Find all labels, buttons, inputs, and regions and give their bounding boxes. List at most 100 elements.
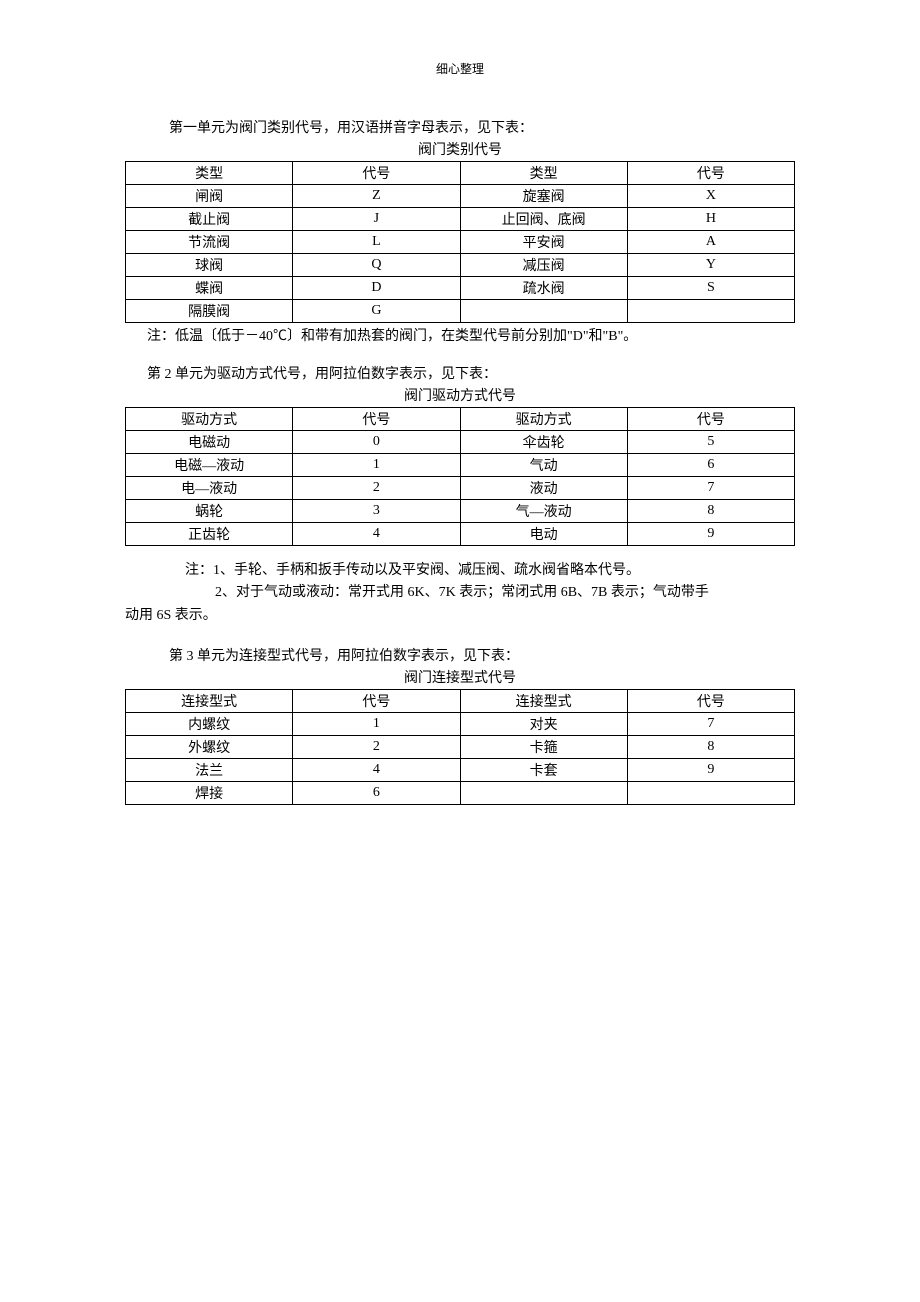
table-cell: Z [293,185,460,208]
table-header-cell: 代号 [627,690,794,713]
table-row: 电—液动 2 液动 7 [126,477,795,500]
document-header: 细心整理 [125,60,795,77]
table-cell: 法兰 [126,759,293,782]
table-row: 法兰 4 卡套 9 [126,759,795,782]
table-cell: H [627,208,794,231]
table-cell: 电磁动 [126,431,293,454]
table-cell: 球阀 [126,254,293,277]
section1-intro: 第一单元为阀门类别代号，用汉语拼音字母表示，见下表： [169,117,795,137]
table-cell [460,300,627,323]
table-cell: 气动 [460,454,627,477]
table-drive-modes: 驱动方式 代号 驱动方式 代号 电磁动 0 伞齿轮 5 电磁—液动 1 气动 6… [125,407,795,546]
table-cell: G [293,300,460,323]
table-cell: 正齿轮 [126,523,293,546]
table-cell: 疏水阀 [460,277,627,300]
table-cell: 6 [293,782,460,805]
table-cell: 9 [627,523,794,546]
table-cell: 平安阀 [460,231,627,254]
section1-table-title: 阀门类别代号 [125,139,795,159]
table-cell: 电—液动 [126,477,293,500]
table-row: 焊接 6 [126,782,795,805]
table-row: 闸阀 Z 旋塞阀 X [126,185,795,208]
table-row: 电磁动 0 伞齿轮 5 [126,431,795,454]
table-cell: X [627,185,794,208]
table-cell: 蝶阀 [126,277,293,300]
section2-note: 注：1、手轮、手柄和扳手传动以及平安阀、减压阀、疏水阀省略本代号。 2、对于气动… [125,560,795,627]
table-row: 正齿轮 4 电动 9 [126,523,795,546]
table-header-cell: 类型 [126,162,293,185]
table-cell: 4 [293,759,460,782]
table-cell: 1 [293,713,460,736]
table-cell: 蜗轮 [126,500,293,523]
table-cell: 对夹 [460,713,627,736]
table-cell: 4 [293,523,460,546]
table-cell: 止回阀、底阀 [460,208,627,231]
note-line: 动用 6S 表示。 [125,605,795,627]
table-cell: 卡套 [460,759,627,782]
table-cell: 5 [627,431,794,454]
table-row: 蝶阀 D 疏水阀 S [126,277,795,300]
table-cell: 2 [293,477,460,500]
table-row: 内螺纹 1 对夹 7 [126,713,795,736]
table-cell: 7 [627,477,794,500]
table-cell: 隔膜阀 [126,300,293,323]
table-cell: 2 [293,736,460,759]
table-cell: S [627,277,794,300]
section3-intro: 第 3 单元为连接型式代号，用阿拉伯数字表示，见下表： [169,645,795,665]
table-row: 驱动方式 代号 驱动方式 代号 [126,408,795,431]
table-valve-types: 类型 代号 类型 代号 闸阀 Z 旋塞阀 X 截止阀 J 止回阀、底阀 H 节流… [125,161,795,323]
table-header-cell: 驱动方式 [460,408,627,431]
table-header-cell: 类型 [460,162,627,185]
section2-intro: 第 2 单元为驱动方式代号，用阿拉伯数字表示，见下表： [147,363,795,383]
table-cell: 节流阀 [126,231,293,254]
section3-table-title: 阀门连接型式代号 [125,667,795,687]
table-row: 外螺纹 2 卡箍 8 [126,736,795,759]
table-cell [627,782,794,805]
table-cell [460,782,627,805]
table-cell: 6 [627,454,794,477]
section2-table-title: 阀门驱动方式代号 [125,385,795,405]
table-row: 截止阀 J 止回阀、底阀 H [126,208,795,231]
table-header-cell: 代号 [293,162,460,185]
table-cell: 气—液动 [460,500,627,523]
table-cell: 内螺纹 [126,713,293,736]
table-cell [627,300,794,323]
table-cell: 9 [627,759,794,782]
table-cell: 焊接 [126,782,293,805]
table-cell: Y [627,254,794,277]
table-cell: A [627,231,794,254]
table-row: 蜗轮 3 气—液动 8 [126,500,795,523]
table-header-cell: 连接型式 [460,690,627,713]
table-row: 类型 代号 类型 代号 [126,162,795,185]
table-row: 节流阀 L 平安阀 A [126,231,795,254]
table-cell: D [293,277,460,300]
table-header-cell: 驱动方式 [126,408,293,431]
table-row: 连接型式 代号 连接型式 代号 [126,690,795,713]
table-cell: 外螺纹 [126,736,293,759]
document-page: 细心整理 第一单元为阀门类别代号，用汉语拼音字母表示，见下表： 阀门类别代号 类… [0,0,920,805]
table-row: 球阀 Q 减压阀 Y [126,254,795,277]
section1-note: 注：低温〔低于－40℃〕和带有加热套的阀门，在类型代号前分别加"D"和"B"。 [147,325,795,345]
table-cell: 电磁—液动 [126,454,293,477]
table-cell: Q [293,254,460,277]
table-cell: 0 [293,431,460,454]
note-line: 2、对于气动或液动：常开式用 6K、7K 表示；常闭式用 6B、7B 表示；气动… [215,582,795,604]
table-cell: 伞齿轮 [460,431,627,454]
table-cell: 3 [293,500,460,523]
table-cell: 旋塞阀 [460,185,627,208]
table-cell: 8 [627,500,794,523]
table-cell: 8 [627,736,794,759]
table-cell: 闸阀 [126,185,293,208]
table-header-cell: 代号 [627,162,794,185]
table-connection-types: 连接型式 代号 连接型式 代号 内螺纹 1 对夹 7 外螺纹 2 卡箍 8 法兰… [125,689,795,805]
table-cell: 卡箍 [460,736,627,759]
table-cell: 1 [293,454,460,477]
table-header-cell: 代号 [293,408,460,431]
note-line: 注：1、手轮、手柄和扳手传动以及平安阀、减压阀、疏水阀省略本代号。 [185,560,795,582]
table-header-cell: 连接型式 [126,690,293,713]
table-cell: 减压阀 [460,254,627,277]
table-cell: 电动 [460,523,627,546]
table-cell: J [293,208,460,231]
table-cell: 截止阀 [126,208,293,231]
table-cell: L [293,231,460,254]
